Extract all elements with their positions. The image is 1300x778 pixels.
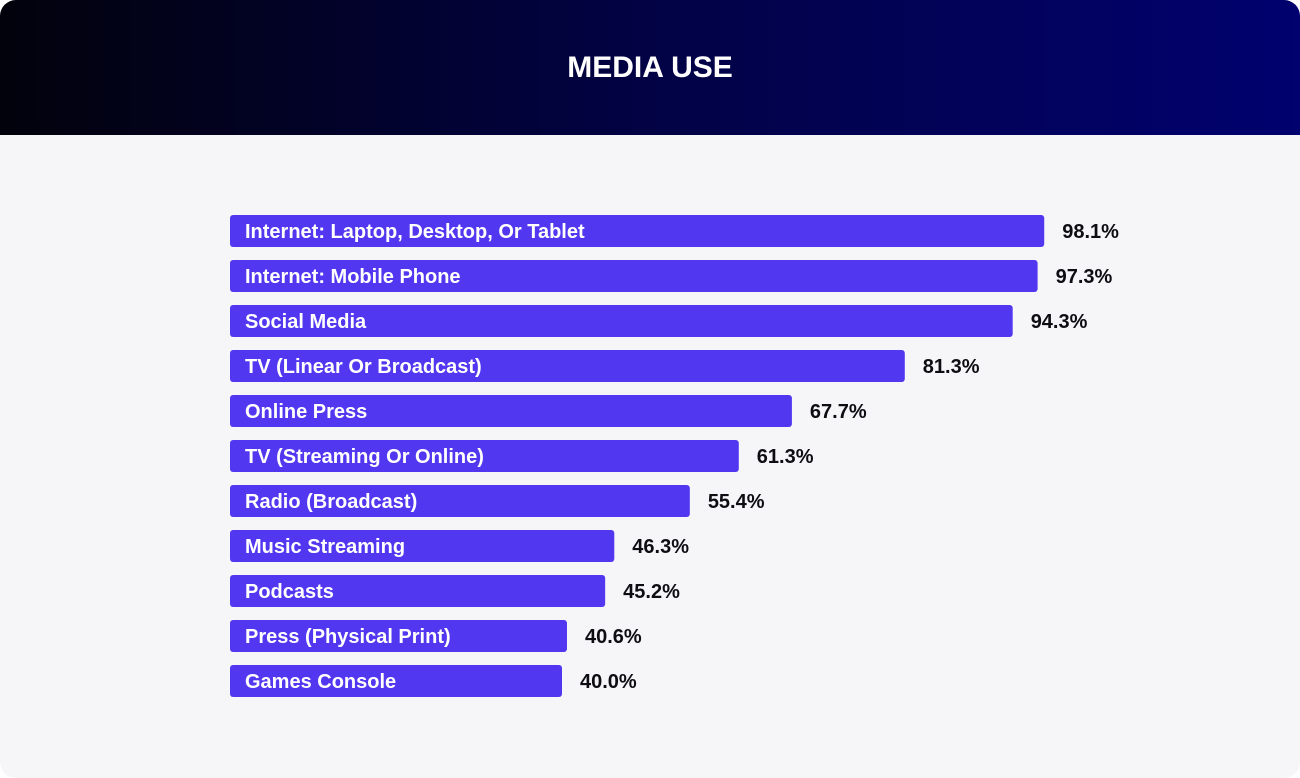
bar: [230, 440, 739, 472]
bar-row: Social Media 94.3%: [230, 305, 1088, 337]
bar-value-label: 67.7%: [810, 401, 867, 423]
bar-category-label: Games Console: [245, 671, 396, 693]
bar-value-label: 55.4%: [708, 491, 765, 513]
bar: [230, 215, 1045, 247]
bar-value-label: 40.6%: [585, 626, 642, 648]
bar-row: Internet: Laptop, Desktop, Or Tablet 98.1…: [230, 215, 1119, 247]
bar-category-label: Online Press: [245, 401, 367, 423]
bar: [230, 305, 1013, 337]
bar-value-label: 61.3%: [757, 446, 814, 468]
chart-header: MEDIA USE: [0, 0, 1300, 135]
bar: [230, 260, 1038, 292]
bar: [230, 620, 567, 652]
bar-value-label: 98.1%: [1062, 221, 1119, 243]
bar-category-label: Internet: Laptop, Desktop, Or Tablet: [245, 221, 585, 243]
bar-category-label: Podcasts: [245, 581, 334, 603]
bar-value-label: 97.3%: [1056, 266, 1113, 288]
bar: [230, 485, 690, 517]
bar-row: Radio (Broadcast) 55.4%: [230, 485, 765, 517]
bar-row: Games Console 40.0%: [230, 665, 637, 697]
bar-value-label: 45.2%: [623, 581, 680, 603]
bar-category-label: TV (Streaming Or Online): [245, 446, 484, 468]
bar-row: Internet: Mobile Phone 97.3%: [230, 260, 1113, 292]
bar-category-label: TV (Linear Or Broadcast): [245, 356, 482, 378]
bar-row: Music Streaming 46.3%: [230, 530, 689, 562]
bar: [230, 530, 615, 562]
bar-category-label: Press (Physical Print): [245, 626, 451, 648]
bar-category-label: Radio (Broadcast): [245, 491, 417, 513]
bar-chart: Internet: Laptop, Desktop, Or Tablet 98.1…: [230, 215, 1119, 697]
bar-row: Online Press 67.7%: [230, 395, 867, 427]
bar-category-label: Internet: Mobile Phone: [245, 266, 461, 288]
bar-row: TV (Streaming Or Online) 61.3%: [230, 440, 814, 472]
chart-title: MEDIA USE: [567, 50, 733, 84]
bar-row: Press (Physical Print) 40.6%: [230, 620, 642, 652]
bar: [230, 575, 606, 607]
bar-value-label: 94.3%: [1031, 311, 1088, 333]
bar-category-label: Music Streaming: [245, 536, 405, 558]
bar-category-label: Social Media: [245, 311, 367, 333]
bar-value-label: 81.3%: [923, 356, 980, 378]
bar: [230, 350, 905, 382]
bar-row: Podcasts 45.2%: [230, 575, 680, 607]
bar: [230, 395, 792, 427]
bar-value-label: 40.0%: [580, 671, 637, 693]
bar: [230, 665, 562, 697]
bar-value-label: 46.3%: [632, 536, 689, 558]
bar-row: TV (Linear Or Broadcast) 81.3%: [230, 350, 980, 382]
